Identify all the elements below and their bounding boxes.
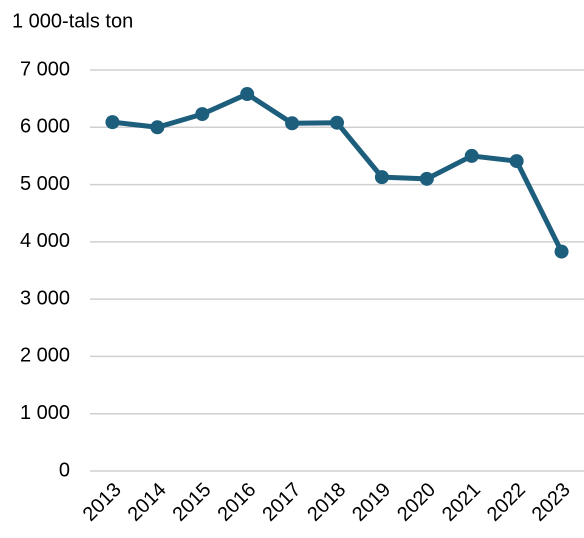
x-tick-label: 2014 [124, 479, 171, 526]
y-tick-label: 6 000 [20, 116, 70, 138]
y-tick-label: 2 000 [20, 345, 70, 367]
x-tick-label: 2022 [483, 479, 530, 526]
x-tick-label: 2020 [393, 479, 440, 526]
point [554, 244, 569, 259]
x-tick-label: 2016 [213, 479, 260, 526]
y-tick-label: 0 [59, 459, 70, 481]
x-tick-label: 2021 [438, 479, 485, 526]
point [195, 107, 210, 122]
x-tick-label: 2019 [348, 479, 395, 526]
x-tick-label: 2023 [528, 479, 575, 526]
x-tick-label: 2015 [169, 479, 216, 526]
point [150, 120, 165, 135]
x-tick-label: 2013 [79, 479, 126, 526]
point [240, 87, 255, 102]
y-tick-label: 1 000 [20, 402, 70, 424]
point [419, 171, 434, 186]
y-tick-label: 5 000 [20, 173, 70, 195]
point [464, 148, 479, 163]
point [330, 115, 344, 130]
y-tick-label: 3 000 [20, 287, 70, 309]
x-tick-label: 2017 [258, 479, 305, 526]
x-tick-label: 2018 [303, 479, 350, 526]
point [509, 154, 524, 169]
point [105, 115, 120, 130]
y-axis-label: 1 000-tals ton [12, 10, 133, 32]
point [285, 116, 300, 131]
point [374, 170, 389, 185]
y-tick-label: 7 000 [20, 58, 70, 80]
y-tick-label: 4 000 [20, 230, 70, 252]
